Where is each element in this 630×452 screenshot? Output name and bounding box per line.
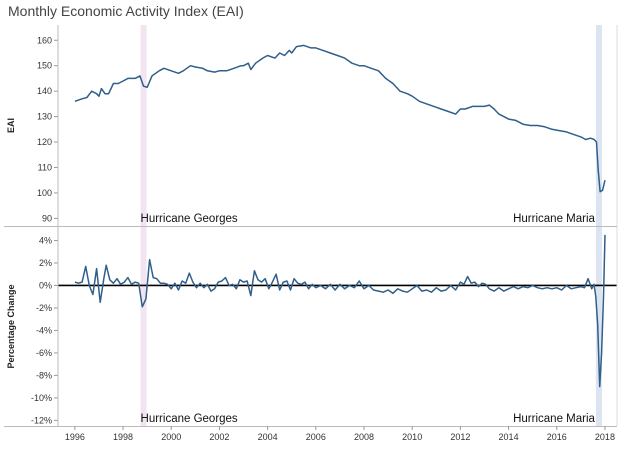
pct-shade-1 xyxy=(595,227,602,426)
xtick-label: 2002 xyxy=(209,432,229,442)
pct-ytick-label: -12% xyxy=(31,415,52,425)
xtick-label: 2008 xyxy=(354,432,374,442)
xtick-label: 1998 xyxy=(113,432,133,442)
eai-axis-label: EAI xyxy=(6,118,16,133)
xtick-label: 2006 xyxy=(306,432,326,442)
pct-annotation-0: Hurricane Georges xyxy=(141,413,238,425)
eai-series-line xyxy=(74,44,606,193)
xtick-label: 2016 xyxy=(547,432,567,442)
eai-ytick-label: 100 xyxy=(37,188,52,198)
pct-annotation-1: Hurricane Maria xyxy=(513,413,595,425)
pct-ytick-label: 2% xyxy=(39,258,52,268)
xtick-label: 2004 xyxy=(258,432,278,442)
eai-ytick-label: 120 xyxy=(37,137,52,147)
eai-ytick-label: 130 xyxy=(37,112,52,122)
pct-ytick-label: -2% xyxy=(36,303,52,313)
eai-ytick-label: 160 xyxy=(37,35,52,45)
pct-ytick-label: -8% xyxy=(36,370,52,380)
chart-title: Monthly Economic Activity Index (EAI) xyxy=(8,3,244,19)
eai-annotation-0: Hurricane Georges xyxy=(141,213,238,225)
pct-ytick-label: -6% xyxy=(36,348,52,358)
eai-ytick-label: 140 xyxy=(37,86,52,96)
eai-shade-0 xyxy=(140,25,147,226)
pct-series-line xyxy=(74,234,606,388)
eai-ytick-label: 150 xyxy=(37,61,52,71)
xtick-label: 2014 xyxy=(499,432,519,442)
xtick-label: 2018 xyxy=(595,432,615,442)
eai-ytick-label: 90 xyxy=(42,213,52,223)
pct-ytick-label: -10% xyxy=(31,393,52,403)
pct-ytick-label: 0% xyxy=(39,280,52,290)
eai-ytick-label: 110 xyxy=(38,162,52,172)
pct-axis-label: Percentage Change xyxy=(6,284,16,368)
pct-shade-0 xyxy=(140,227,147,426)
pct-ytick-label: -4% xyxy=(36,325,52,335)
xtick-label: 2012 xyxy=(450,432,470,442)
xtick-label: 2010 xyxy=(402,432,422,442)
xtick-label: 1996 xyxy=(65,432,85,442)
pct-ytick-label: 4% xyxy=(39,235,52,245)
eai-annotation-1: Hurricane Maria xyxy=(513,213,595,225)
xtick-label: 2000 xyxy=(161,432,181,442)
eai-shade-1 xyxy=(595,25,602,226)
